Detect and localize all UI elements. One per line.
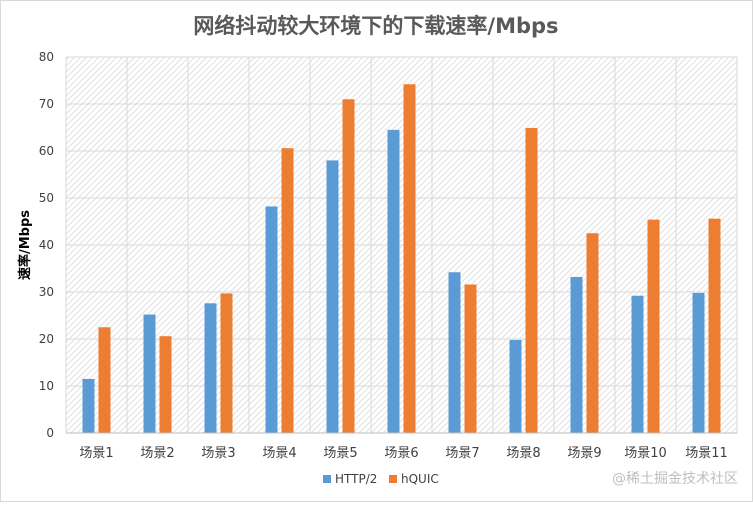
- legend-swatch: [389, 475, 397, 483]
- bar-hquic-11: [708, 218, 721, 433]
- y-tick-label: 50: [39, 191, 54, 205]
- x-category-label: 场景4: [262, 446, 296, 461]
- bar-http-2-11: [692, 292, 705, 433]
- bar-http-2-3: [204, 303, 217, 433]
- x-category-label: 场景11: [685, 446, 728, 461]
- watermark-text: @稀土掘金技术社区: [612, 471, 738, 487]
- x-category-label: 场景6: [384, 446, 418, 461]
- y-tick-label: 20: [39, 332, 54, 346]
- x-category-label: 场景7: [445, 446, 479, 461]
- bar-hquic-8: [525, 127, 538, 433]
- bars: [82, 84, 721, 434]
- y-axis-label: 速率/Mbps: [17, 210, 33, 280]
- legend-label: HTTP/2: [335, 472, 377, 486]
- bar-http-2-5: [326, 160, 339, 433]
- bar-hquic-7: [464, 284, 477, 433]
- bar-hquic-2: [159, 336, 172, 433]
- legend-swatch: [323, 475, 331, 483]
- legend-label: hQUIC: [401, 472, 439, 486]
- x-category-label: 场景10: [624, 446, 667, 461]
- x-category-label: 场景2: [140, 446, 174, 461]
- bar-hquic-3: [220, 293, 233, 433]
- x-category-label: 场景5: [323, 446, 357, 461]
- bar-hquic-10: [647, 219, 660, 433]
- bar-http-2-6: [387, 129, 400, 433]
- legend: HTTP/2 hQUIC: [323, 472, 439, 486]
- bar-hquic-9: [586, 233, 599, 433]
- y-tick-label: 70: [39, 97, 54, 111]
- bar-http-2-9: [570, 276, 583, 433]
- x-axis-categories: 场景1 场景2 场景3 场景4 场景5 场景6 场景7 场景8 场景9 场景10 场景11: [79, 446, 727, 461]
- y-tick-label: 80: [39, 50, 54, 64]
- bar-hquic-1: [98, 327, 111, 433]
- bar-hquic-6: [403, 84, 416, 433]
- x-category-label: 场景9: [567, 446, 601, 461]
- bar-http-2-4: [265, 206, 278, 433]
- bar-hquic-5: [342, 99, 355, 434]
- bar-hquic-4: [281, 148, 294, 433]
- y-axis-ticks: 0 10 20 30 40 50 60 70 80: [39, 50, 54, 440]
- x-category-label: 场景3: [201, 446, 235, 461]
- y-tick-label: 40: [39, 238, 54, 252]
- x-category-label: 场景8: [506, 446, 540, 461]
- y-tick-label: 30: [39, 285, 54, 299]
- y-tick-label: 10: [39, 379, 54, 393]
- y-tick-label: 60: [39, 144, 54, 158]
- bar-http-2-1: [82, 378, 95, 433]
- gridlines: [65, 56, 738, 433]
- bar-http-2-10: [631, 295, 644, 433]
- bar-http-2-8: [509, 339, 522, 433]
- x-category-label: 场景1: [79, 446, 113, 461]
- bar-http-2-2: [143, 314, 156, 433]
- y-tick-label: 0: [46, 426, 54, 440]
- chart-title: 网络抖动较大环境下的下载速率/Mbps: [193, 14, 558, 38]
- bar-http-2-7: [448, 272, 461, 433]
